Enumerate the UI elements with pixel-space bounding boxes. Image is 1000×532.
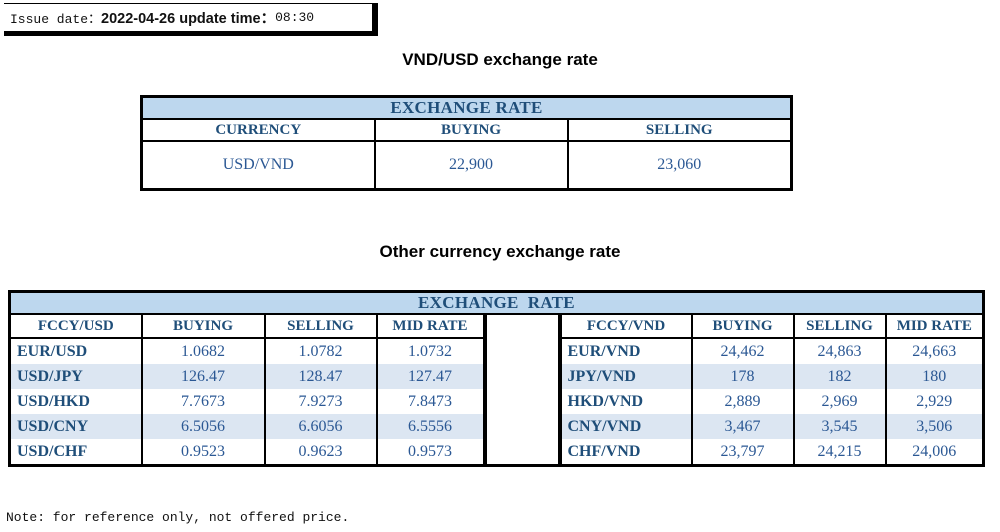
table-header-band-row: EXCHANGE RATE [8, 290, 985, 315]
column-header-buying: BUYING [373, 118, 569, 142]
selling-rate-cell: 128.47 [263, 364, 378, 389]
column-header-selling: SELLING [566, 118, 793, 142]
table-row: USD/JPY 126.47 128.47 127.47 JPY/VND 178… [8, 364, 985, 389]
buying-rate-cell: 2,889 [690, 389, 795, 414]
table-row: USD/VND 22,900 23,060 [140, 140, 793, 191]
selling-rate-cell: 3,545 [792, 414, 887, 439]
exchange-rate-band: EXCHANGE RATE [140, 95, 793, 120]
table-spacer-column [482, 313, 562, 467]
issue-date-value: 2022-04-26 update time： [101, 11, 276, 27]
selling-rate-cell: 1.0782 [263, 338, 378, 364]
update-time-value: 08:30 [275, 10, 315, 25]
currency-pair-cell: EUR/VND [558, 338, 693, 364]
exchange-rate-band: EXCHANGE RATE [8, 290, 985, 315]
selling-rate-cell: 23,060 [566, 140, 793, 191]
other-currency-section-title: Other currency exchange rate [379, 242, 621, 261]
mid-rate-cell: 180 [884, 364, 985, 389]
selling-rate-cell: 6.6056 [263, 414, 378, 439]
vnd-usd-section-title: VND/USD exchange rate [402, 50, 598, 69]
selling-rate-cell: 7.9273 [263, 389, 378, 414]
selling-rate-cell: 24,215 [792, 439, 887, 466]
buying-rate-cell: 1.0682 [140, 338, 266, 364]
column-header-row: FCCY/USD BUYING SELLING MID RATE FCCY/VN… [8, 313, 985, 467]
selling-rate-cell: 2,969 [792, 389, 887, 414]
currency-pair-cell: HKD/VND [558, 389, 693, 414]
selling-rate-cell: 0.9623 [263, 439, 378, 466]
table-row: USD/HKD 7.7673 7.9273 7.8473 HKD/VND 2,8… [8, 389, 985, 414]
issue-date-label: Issue date： [10, 12, 102, 27]
buying-rate-cell: 178 [690, 364, 795, 389]
currency-pair-cell: USD/CNY [8, 414, 143, 439]
column-header-currency: CURRENCY [140, 118, 376, 142]
table-header-band-row: EXCHANGE RATE [140, 95, 793, 120]
buying-rate-cell: 24,462 [690, 338, 795, 364]
other-currency-rate-table: EXCHANGE RATE FCCY/USD BUYING SELLING MI… [8, 290, 986, 467]
mid-rate-cell: 1.0732 [375, 338, 486, 364]
column-header-midrate-left: MID RATE [375, 313, 486, 339]
currency-pair-cell: USD/JPY [8, 364, 143, 389]
buying-rate-cell: 6.5056 [140, 414, 266, 439]
column-header-buying-right: BUYING [690, 313, 795, 339]
currency-pair-cell: USD/CHF [8, 439, 143, 466]
column-header-fccy-usd: FCCY/USD [8, 313, 143, 339]
mid-rate-cell: 127.47 [375, 364, 486, 389]
currency-pair-cell: EUR/USD [8, 338, 143, 364]
currency-pair-cell: CNY/VND [558, 414, 693, 439]
currency-pair-cell: CHF/VND [558, 439, 693, 466]
mid-rate-cell: 0.9573 [375, 439, 486, 466]
selling-rate-cell: 24,863 [792, 338, 887, 364]
table-row: USD/CHF 0.9523 0.9623 0.9573 CHF/VND 23,… [8, 439, 985, 466]
column-header-selling-left: SELLING [263, 313, 378, 339]
mid-rate-cell: 2,929 [884, 389, 985, 414]
column-header-selling-right: SELLING [792, 313, 887, 339]
issue-date-box: Issue date： 2022-04-26 update time： 08:30 [4, 3, 378, 36]
currency-pair-cell: USD/HKD [8, 389, 143, 414]
selling-rate-cell: 182 [792, 364, 887, 389]
buying-rate-cell: 0.9523 [140, 439, 266, 466]
column-header-row: CURRENCY BUYING SELLING [140, 118, 793, 142]
buying-rate-cell: 23,797 [690, 439, 795, 466]
table-row: USD/CNY 6.5056 6.6056 6.5556 CNY/VND 3,4… [8, 414, 985, 439]
buying-rate-cell: 7.7673 [140, 389, 266, 414]
mid-rate-cell: 24,663 [884, 338, 985, 364]
mid-rate-cell: 7.8473 [375, 389, 486, 414]
mid-rate-cell: 6.5556 [375, 414, 486, 439]
buying-rate-cell: 3,467 [690, 414, 795, 439]
buying-rate-cell: 126.47 [140, 364, 266, 389]
column-header-fccy-vnd: FCCY/VND [558, 313, 693, 339]
mid-rate-cell: 24,006 [884, 439, 985, 466]
currency-pair-cell: USD/VND [140, 140, 376, 191]
buying-rate-cell: 22,900 [373, 140, 569, 191]
column-header-buying-left: BUYING [140, 313, 266, 339]
currency-pair-cell: JPY/VND [558, 364, 693, 389]
mid-rate-cell: 3,506 [884, 414, 985, 439]
column-header-midrate-right: MID RATE [884, 313, 985, 339]
table-row: EUR/USD 1.0682 1.0782 1.0732 EUR/VND 24,… [8, 338, 985, 364]
footer-note: Note: for reference only, not offered pr… [6, 510, 350, 525]
vnd-usd-rate-table: EXCHANGE RATE CURRENCY BUYING SELLING US… [140, 95, 794, 191]
